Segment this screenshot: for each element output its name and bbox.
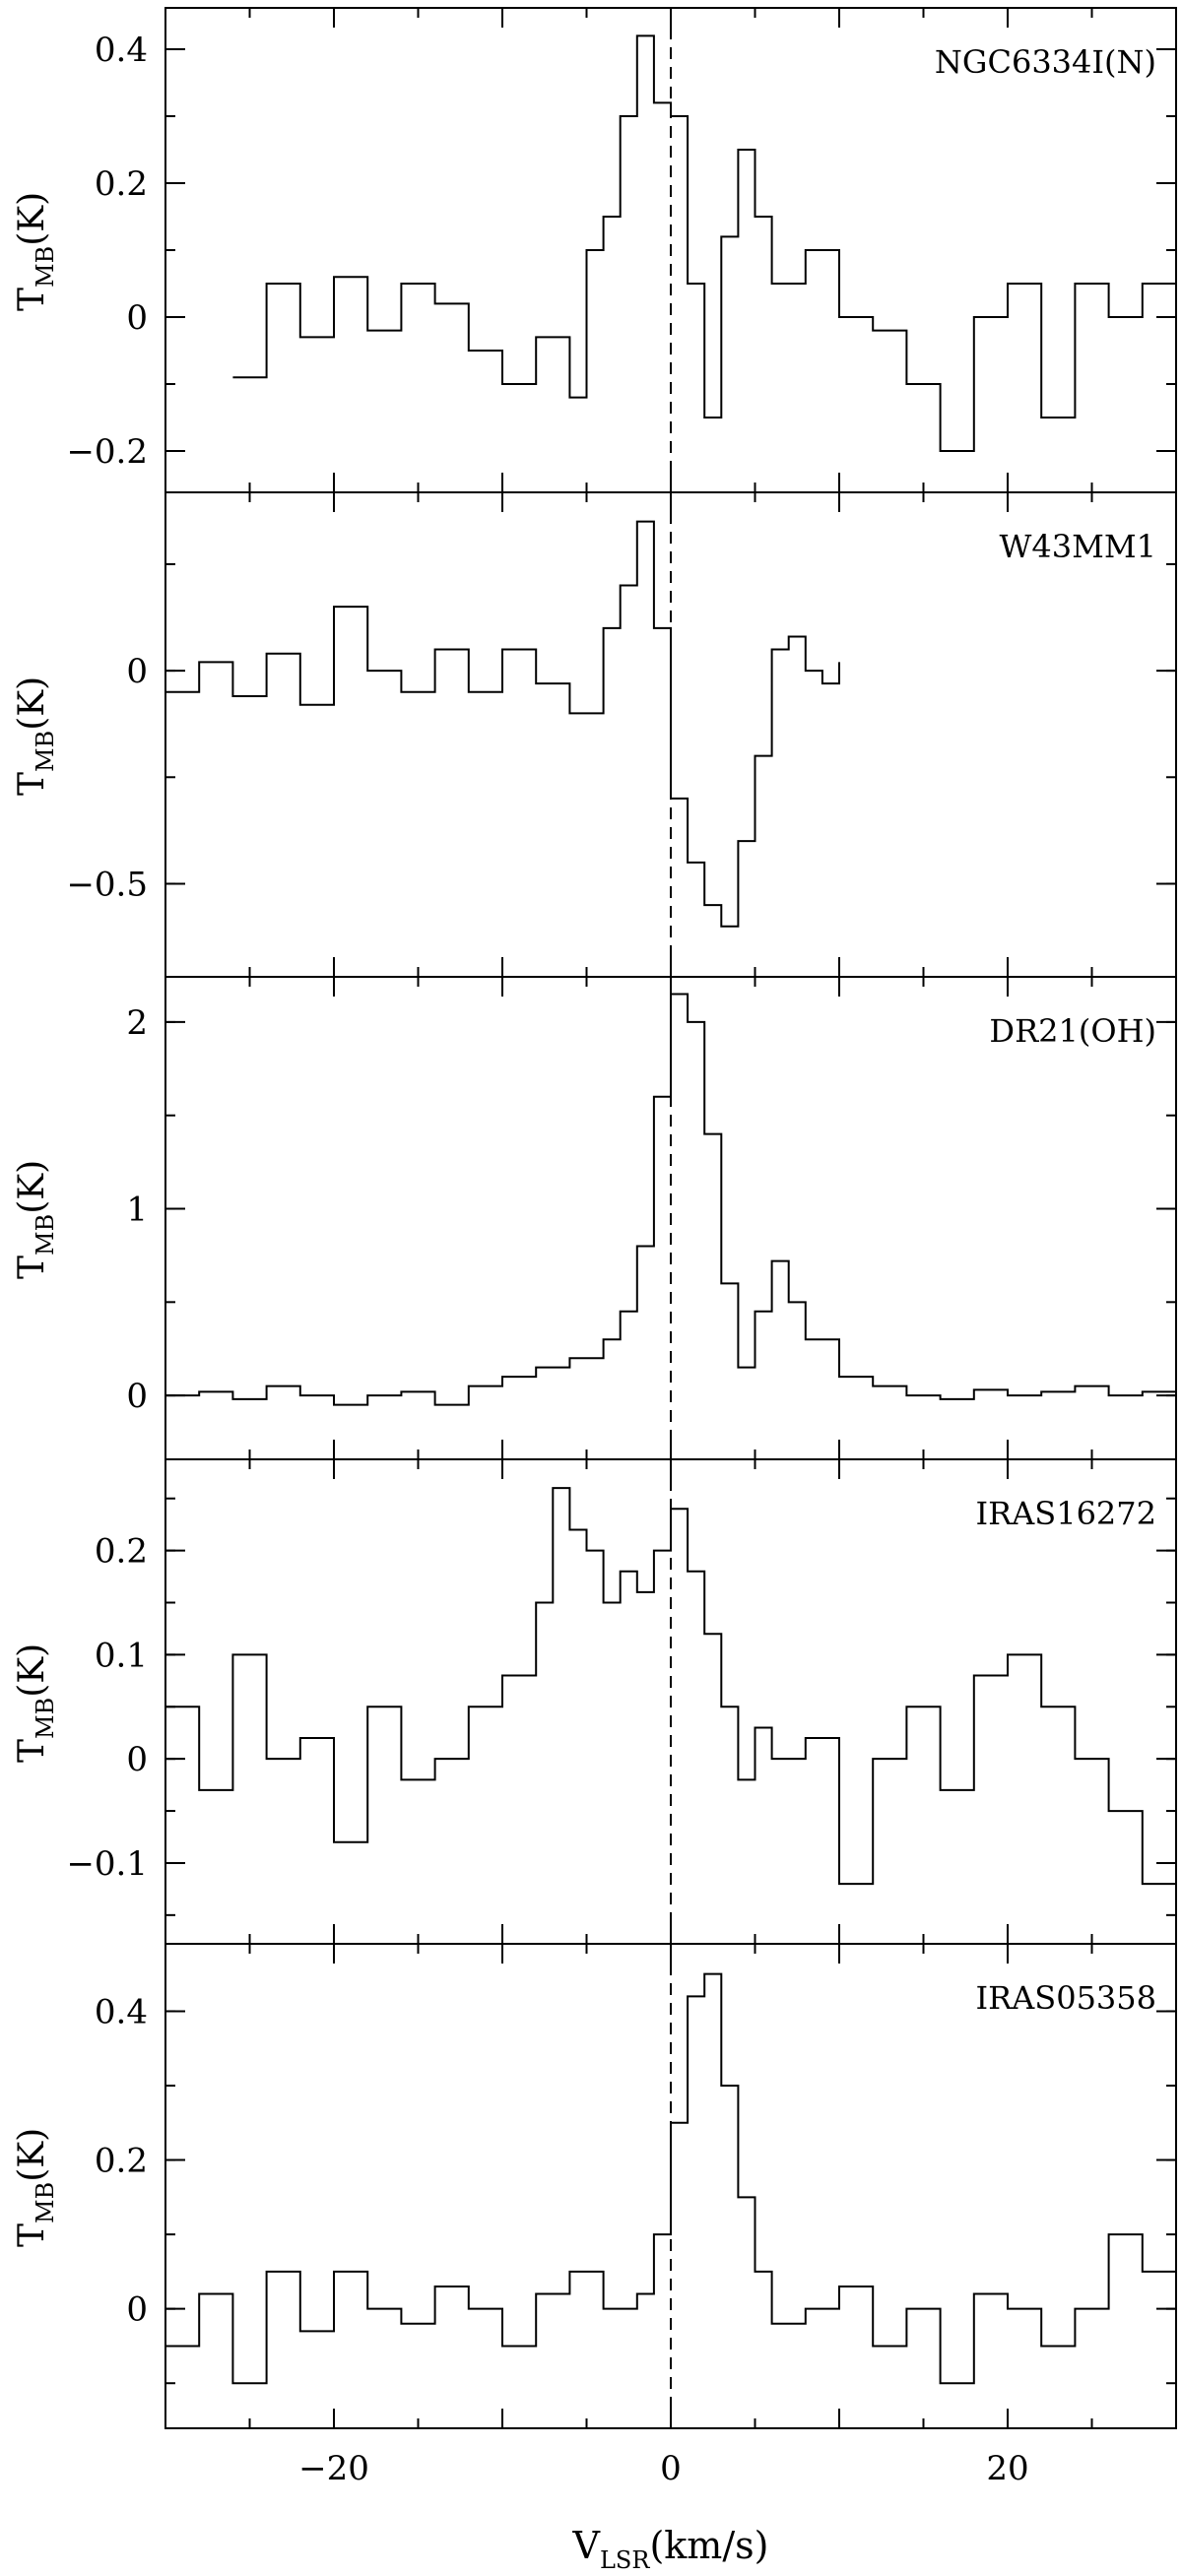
y-label-unit: (K) [12, 676, 52, 731]
y-tick-label: 2 [126, 1003, 148, 1043]
y-tick-label: 0.4 [95, 1992, 148, 2031]
spectrum-line [165, 1487, 1177, 1886]
source-label: W43MM1 [1000, 528, 1157, 565]
spectrum-line [165, 520, 840, 928]
y-label-sub: MB [32, 246, 59, 288]
spectrum-line [165, 993, 1177, 1406]
y-tick-label: 0 [126, 2290, 148, 2330]
y-tick-label: 0.2 [95, 2142, 148, 2181]
y-tick-label: 0 [126, 1377, 148, 1416]
y-label-sub: MB [32, 731, 59, 772]
panel-3: 0 1 2 DR21(OH) TMB(K) [12, 976, 1177, 1460]
x-tick-label: −20 [298, 2449, 369, 2488]
y-label-unit: (K) [12, 1643, 52, 1698]
y-axis-label: TMB(K) [12, 1643, 59, 1763]
y-tick-label: 0 [126, 1740, 148, 1779]
panel-1: −0.2 0 0.2 0.4 NGC6334I(N) TMB(K) [12, 7, 1177, 493]
y-tick-label: −0.1 [66, 1844, 148, 1884]
y-label-main: T [12, 288, 52, 311]
y-label-main: T [12, 2223, 52, 2247]
y-label-sub: MB [32, 1214, 59, 1256]
y-label-sub: MB [32, 2182, 59, 2223]
y-label-sub: MB [32, 1698, 59, 1739]
panel-2: −0.5 0 W43MM1 TMB(K) [12, 491, 1177, 978]
spectrum-line [232, 34, 1177, 452]
y-tick-label: −0.2 [66, 432, 148, 472]
y-tick-label: 0 [126, 652, 148, 691]
y-label-unit: (K) [12, 1160, 52, 1214]
y-tick-label: −0.5 [66, 865, 148, 904]
x-tick-label: 20 [986, 2449, 1028, 2488]
y-label-unit: (K) [12, 2128, 52, 2182]
spectrum-line [165, 1972, 1177, 2385]
source-label: IRAS16272 [975, 1495, 1156, 1532]
y-tick-label: 0.1 [95, 1636, 148, 1675]
x-label-sub: LSR [600, 2546, 650, 2574]
panel-5: 0 0.2 0.4 IRAS05358 TMB(K) −20 0 20 [12, 1943, 1177, 2488]
x-label-unit: (km/s) [649, 2524, 768, 2567]
y-tick-label: 0 [126, 298, 148, 338]
y-label-unit: (K) [12, 192, 52, 246]
panels-group: −0.200.20.4 NGC6334I(N)TMB(K)−0.50W43MM1T… [12, 7, 1177, 2488]
y-tick-label: 0.2 [95, 1532, 148, 1572]
x-label-main: V [572, 2524, 601, 2567]
y-tick-label: 0.2 [95, 164, 148, 204]
x-tick-label: 0 [660, 2449, 682, 2488]
y-axis-label: TMB(K) [12, 1160, 59, 1279]
source-label: DR21(OH) [989, 1012, 1156, 1050]
y-tick-label: 0.4 [95, 31, 148, 70]
axis-labels-group: VLSR(km/s) [572, 2524, 769, 2574]
source-label: IRAS05358 [975, 1979, 1156, 2017]
y-tick-label: 1 [126, 1191, 148, 1230]
source-label: NGC6334I(N) [935, 43, 1156, 81]
panel-4: −0.1 0 0.1 0.2 IRAS16272 TMB(K) [12, 1458, 1177, 1945]
y-label-main: T [12, 772, 52, 796]
y-axis-label: TMB(K) [12, 2128, 59, 2247]
y-axis-label: TMB(K) [12, 192, 59, 311]
y-label-main: T [12, 1256, 52, 1279]
x-axis-label: VLSR(km/s) [572, 2524, 769, 2574]
y-label-main: T [12, 1739, 52, 1763]
y-axis-label: TMB(K) [12, 676, 59, 796]
